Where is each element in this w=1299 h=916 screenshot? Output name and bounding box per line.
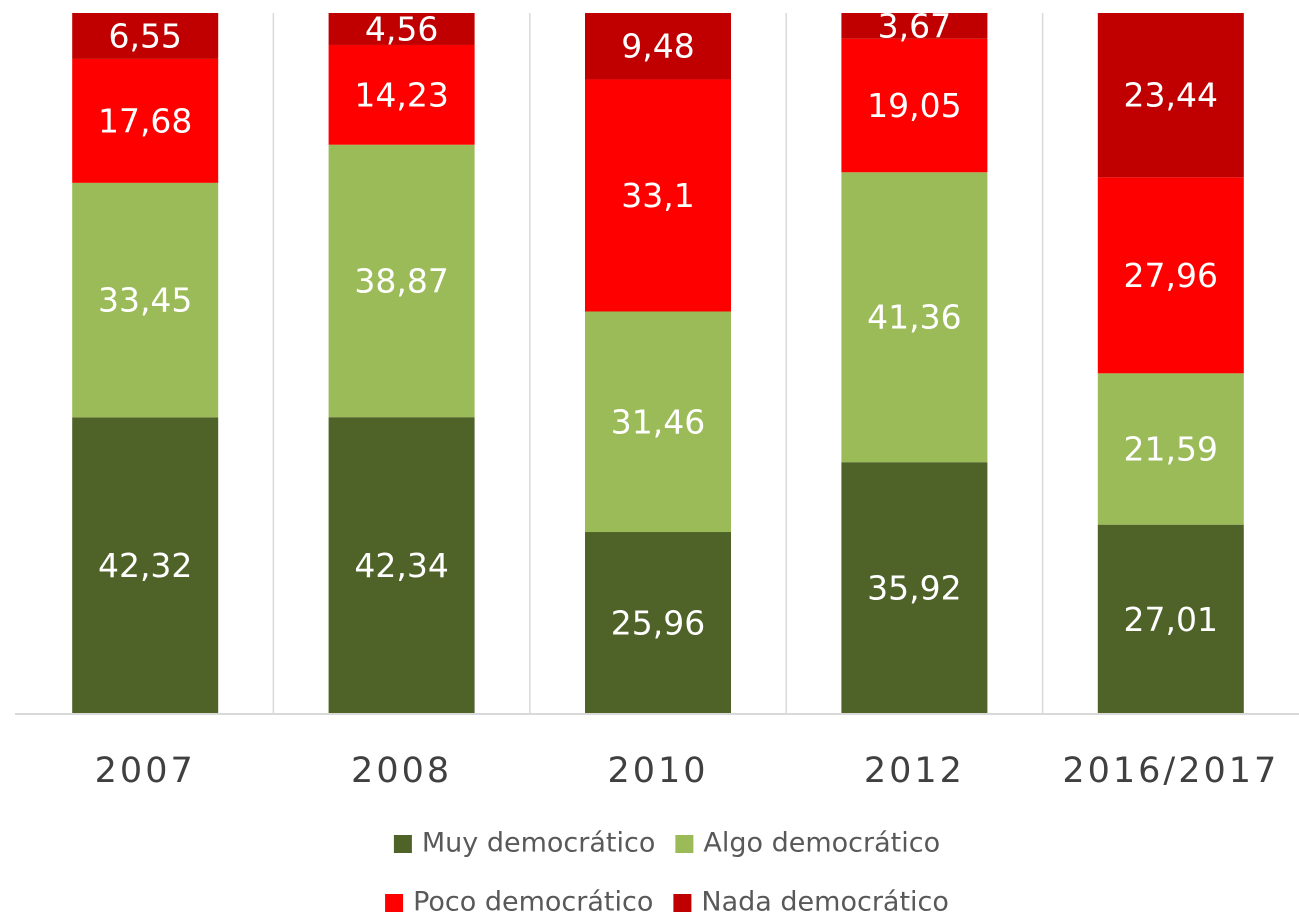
bar-segment xyxy=(841,13,988,39)
data-label: 21,59 xyxy=(1124,429,1218,468)
bar-segment xyxy=(1097,373,1244,525)
bar-segment xyxy=(1097,177,1244,374)
legend-label: Algo democrático xyxy=(703,828,940,859)
legend-swatch xyxy=(673,894,692,912)
bar-segment xyxy=(585,311,731,533)
data-label: 17,68 xyxy=(98,101,192,140)
bar-segment xyxy=(1097,13,1244,178)
bar-segment xyxy=(841,172,988,463)
data-label: 35,92 xyxy=(867,569,961,608)
legend-label: Poco democrático xyxy=(413,887,653,916)
bar-segment xyxy=(1097,524,1244,714)
data-label: 23,44 xyxy=(1124,76,1218,115)
x-tick-label: 2016/2017 xyxy=(1062,751,1279,791)
data-label: 4,56 xyxy=(365,9,438,48)
legend-swatch xyxy=(385,894,404,912)
data-label: 41,36 xyxy=(867,298,961,337)
bar-segment xyxy=(328,13,475,45)
data-label: 25,96 xyxy=(611,604,705,643)
x-tick-label: 2007 xyxy=(95,751,196,791)
data-label: 9,48 xyxy=(621,27,694,66)
bar-segment xyxy=(328,144,475,418)
bar-segment xyxy=(841,462,988,714)
bar-segment xyxy=(72,58,219,183)
data-label: 38,87 xyxy=(354,261,448,300)
bar-segment xyxy=(841,38,988,173)
bar-segment xyxy=(72,182,219,418)
legend-label: Nada democrático xyxy=(701,887,949,916)
bar-segment xyxy=(72,417,219,714)
bar-segment xyxy=(585,532,731,714)
data-label: 14,23 xyxy=(354,75,448,114)
data-label: 31,46 xyxy=(611,402,705,441)
data-label: 42,32 xyxy=(98,546,192,585)
data-label: 33,1 xyxy=(621,176,694,215)
bar-segment xyxy=(585,79,731,312)
bar-segment xyxy=(328,44,475,145)
data-label: 27,96 xyxy=(1124,256,1218,295)
bar-segment xyxy=(72,13,219,59)
x-tick-label: 2012 xyxy=(864,751,965,791)
bar-segment xyxy=(328,417,475,714)
bar-segment xyxy=(585,13,731,80)
data-label: 27,01 xyxy=(1124,600,1218,639)
legend-label: Muy democrático xyxy=(422,828,655,859)
data-label: 3,67 xyxy=(878,6,951,45)
x-tick-label: 2008 xyxy=(351,751,452,791)
data-label: 42,34 xyxy=(354,546,448,585)
data-label: 33,45 xyxy=(98,281,192,320)
x-tick-label: 2010 xyxy=(607,751,708,791)
data-label: 6,55 xyxy=(108,16,181,55)
legend-swatch xyxy=(393,835,412,853)
data-label: 19,05 xyxy=(867,86,961,125)
legend-swatch xyxy=(675,835,694,853)
